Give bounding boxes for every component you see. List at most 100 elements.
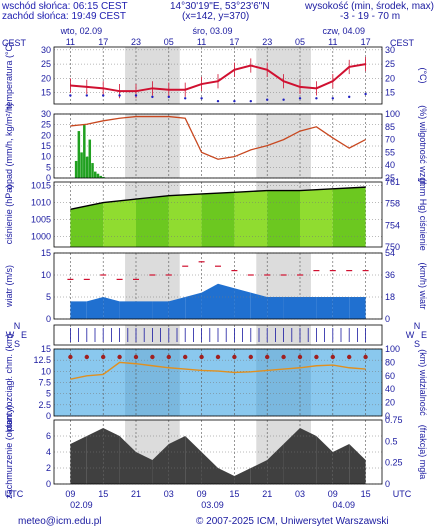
hour-label-top: 17 (98, 37, 108, 47)
wind-area (349, 297, 366, 319)
wind-tick: 5 (46, 292, 51, 302)
wind-tick: 10 (41, 270, 51, 280)
night-shade (256, 349, 311, 416)
dewpoint-point (151, 95, 154, 99)
panel-frame (53, 113, 383, 179)
humidity-tick: 100 (385, 109, 400, 119)
hour-label-top: 17 (361, 37, 371, 47)
humidity-axis-label: (%) wilgotność wzgl. (418, 105, 428, 187)
fog-tick: 0 (385, 479, 390, 489)
day-label-bottom: 02.09 (70, 500, 93, 510)
cloud-top-dot (248, 354, 253, 360)
fog-tick: 0.5 (385, 436, 398, 446)
cloud-cover-area (201, 452, 218, 484)
pressure-axis-label: ciśnienie (hPa) (4, 185, 14, 245)
cloud-height-tick: 7.5 (38, 378, 51, 388)
wind-area (103, 297, 120, 319)
hour-label-top: 11 (66, 37, 75, 47)
wind-area (316, 297, 333, 319)
visibility-tick: 80 (385, 357, 395, 367)
precip-bar (102, 176, 105, 178)
wind-area (300, 297, 317, 319)
dewpoint-point (249, 99, 252, 103)
pressure-area (201, 192, 235, 247)
precip-tick: 10 (41, 152, 51, 162)
cloud-cover-tick: 6 (46, 431, 51, 441)
dewpoint-point (233, 99, 236, 103)
pressure-mmhg-tick: 754 (385, 220, 400, 230)
visibility-tick: 60 (385, 371, 395, 381)
cloud-top-dot (314, 354, 319, 360)
hour-label-bottom: 21 (262, 489, 272, 499)
cloud-cover-area (250, 460, 268, 484)
visibility-tick: 0 (385, 411, 390, 421)
cloud-cover-area (267, 444, 284, 484)
cloud-top-dot (232, 354, 237, 360)
cloud-cover-area (332, 444, 350, 484)
temp-tick-right: 15 (385, 88, 395, 98)
footer-email[interactable]: meteo@icm.edu.pl (18, 516, 102, 527)
cloud-top-dot (347, 354, 352, 360)
visibility-tick: 40 (385, 384, 395, 394)
day-label-top: wto, 02.09 (60, 26, 103, 36)
wind-dir-E: E (21, 330, 27, 340)
cloud-height-tick: 2.5 (38, 400, 51, 410)
dewpoint-point (167, 95, 170, 99)
temp-tick: 30 (41, 45, 51, 55)
wind-dir-W: W (6, 330, 15, 340)
cloud-cover-area (316, 436, 333, 484)
dewpoint-point (200, 97, 203, 100)
humidity-tick: 25 (385, 173, 395, 183)
precip-bar (74, 160, 78, 178)
pressure-area (300, 188, 333, 247)
cloud-top-dot (133, 354, 139, 360)
hour-label-bottom: 09 (65, 489, 75, 499)
night-shade (125, 114, 180, 178)
tz-label-bottom-right: UTC (393, 489, 412, 499)
day-label-top: czw, 04.09 (322, 26, 365, 36)
wind-area (332, 297, 350, 319)
wind-dir-W-right: W (406, 330, 415, 340)
dewpoint-point (216, 99, 220, 103)
panel-frame (53, 348, 383, 417)
wind-dir-N-right: N (414, 321, 421, 331)
dewpoint-point (364, 92, 367, 96)
dewpoint-point (331, 97, 334, 100)
pressure-tick: 1010 (31, 198, 51, 208)
precip-bar (85, 156, 89, 178)
cloud-top-dot (101, 354, 106, 360)
temp-line (70, 63, 366, 93)
pressure-area (267, 190, 300, 247)
wind-area (185, 292, 202, 319)
cloud-cover-area (103, 428, 120, 484)
cloud-top-dot (199, 354, 204, 360)
precip-tick: 5 (46, 162, 51, 172)
dewpoint-point (184, 97, 187, 100)
temp-tick-right: 20 (385, 73, 395, 83)
cloud-top-dot (281, 354, 286, 360)
cloud-cover-area (86, 428, 104, 484)
cloud-top-dot (297, 354, 303, 360)
precip-bar (99, 175, 102, 178)
hour-label-bottom: 09 (328, 489, 338, 499)
panel-frame (53, 46, 383, 105)
tz-label-right: CEST (390, 38, 415, 48)
cloud-cover-area (283, 428, 300, 484)
cloud-cover-tick: 2 (46, 463, 51, 473)
visibility-line (70, 361, 366, 380)
cloud-top-dot (183, 354, 188, 360)
pressure-mmhg-tick: 758 (385, 199, 400, 209)
wind-area (86, 297, 104, 319)
cloud-top-dot (363, 354, 368, 360)
tz-label-left: CEST (2, 38, 27, 48)
precip-tick: 25 (41, 120, 51, 130)
pressure-tick: 1000 (31, 232, 51, 242)
hour-label-top: 17 (229, 37, 239, 47)
dewpoint-point (102, 94, 105, 97)
night-shade (125, 349, 180, 416)
panel-frame (53, 252, 383, 320)
pressure-tick: 1015 (31, 180, 51, 190)
wind-axis-label-right: (km/h) wiatr (418, 263, 428, 310)
cloud-cover-area (70, 436, 87, 484)
hour-label-top: 05 (295, 37, 305, 47)
